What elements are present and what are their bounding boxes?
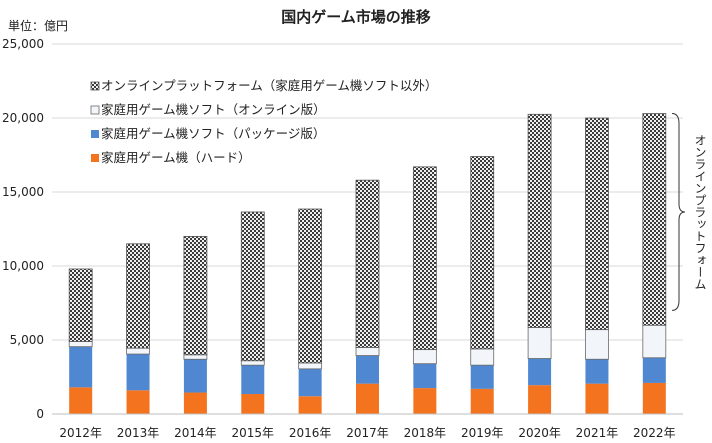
y-tick-label: 25,000 — [2, 37, 44, 51]
bar-segment — [183, 235, 208, 356]
bar-segment — [355, 179, 380, 348]
y-tick-label: 10,000 — [2, 259, 44, 273]
bar-segment — [642, 382, 666, 414]
bar-segment — [126, 243, 150, 349]
y-tick-label: 0 — [36, 407, 44, 421]
bar-segment — [126, 354, 150, 391]
y-tick-label: 5,000 — [10, 333, 44, 347]
legend-label: 家庭用ゲーム機ソフト（オンライン版） — [101, 102, 326, 117]
legend-swatch — [91, 130, 99, 138]
bar-segment — [69, 387, 93, 414]
legend-swatch — [91, 154, 99, 162]
bar-segment — [240, 211, 265, 362]
bar-segment — [126, 390, 150, 414]
bar-segment — [298, 362, 323, 370]
bar-segment — [528, 358, 552, 386]
y-tick-label: 15,000 — [2, 185, 44, 199]
bar-segment — [527, 327, 552, 359]
bar-segment — [527, 113, 552, 328]
annotation: オンラインプラットフォーム — [671, 113, 707, 311]
bar-segment — [298, 396, 322, 414]
annotation-bracket — [671, 113, 686, 311]
bar-segment — [183, 359, 207, 393]
y-axis: 0 5,000 10,000 15,000 20,000 25,000 — [2, 37, 44, 421]
y-tick-label: 20,000 — [2, 111, 44, 125]
x-tick-label: 2016年 — [289, 426, 332, 440]
legend-label: 家庭用ゲーム機（ハード） — [101, 150, 251, 165]
bar-segment — [298, 368, 322, 397]
bar-segment — [470, 365, 494, 389]
x-tick-label: 2018年 — [404, 426, 447, 440]
x-tick-label: 2014年 — [174, 426, 217, 440]
bar-segment — [412, 166, 437, 351]
bar-segment — [585, 359, 609, 384]
bar-segment — [68, 268, 93, 342]
legend-swatch — [90, 81, 100, 91]
bar-segment — [240, 360, 265, 366]
bar-segment — [126, 347, 150, 355]
bar-segment — [298, 208, 323, 364]
chart-title: 国内ゲーム市場の推移 — [281, 8, 431, 26]
legend-label: 家庭用ゲーム機ソフト（パッケージ版） — [101, 126, 325, 141]
bar-segment — [642, 357, 666, 383]
bar-segment — [183, 392, 207, 414]
legend-swatch — [90, 105, 100, 115]
bar-segment — [470, 388, 494, 414]
bar-segment — [183, 354, 208, 360]
bar-segment — [528, 385, 552, 414]
bar-segment — [412, 349, 437, 365]
legend: オンラインプラットフォーム（家庭用ゲーム機ソフト以外） 家庭用ゲーム機ソフト（オン… — [90, 78, 437, 165]
bar-segment — [241, 365, 265, 395]
bar-segment — [413, 363, 437, 389]
bar-segment — [356, 355, 379, 384]
bar-segment — [355, 346, 380, 356]
x-axis: 2012年 2013年 2014年 2015年 2016年 2017年 2018年 2019年… — [52, 413, 683, 440]
annotation-label: オンラインプラットフォーム — [693, 134, 707, 290]
x-tick-label: 2022年 — [633, 426, 676, 440]
bar-segment — [470, 156, 495, 350]
x-tick-label: 2017年 — [346, 426, 389, 440]
bar-segment — [241, 394, 265, 414]
unit-label: 単位：億円 — [8, 18, 68, 33]
bar-segment — [642, 324, 667, 359]
bars — [68, 113, 667, 414]
x-tick-label: 2019年 — [461, 426, 504, 440]
legend-label: オンラインプラットフォーム（家庭用ゲーム機ソフト以外） — [101, 78, 437, 93]
bar-segment — [585, 117, 609, 331]
bar-segment — [585, 329, 609, 360]
x-tick-label: 2021年 — [576, 426, 619, 440]
bar-segment — [470, 348, 495, 366]
bar-segment — [69, 346, 93, 388]
bar-segment — [356, 383, 379, 414]
x-tick-label: 2013年 — [117, 426, 160, 440]
x-tick-label: 2020年 — [518, 426, 561, 440]
bar-segment — [585, 383, 609, 414]
bar-segment — [642, 113, 667, 326]
x-tick-label: 2015年 — [231, 426, 274, 440]
bar-segment — [68, 341, 93, 348]
bar-segment — [413, 388, 437, 414]
x-tick-label: 2012年 — [59, 426, 102, 440]
